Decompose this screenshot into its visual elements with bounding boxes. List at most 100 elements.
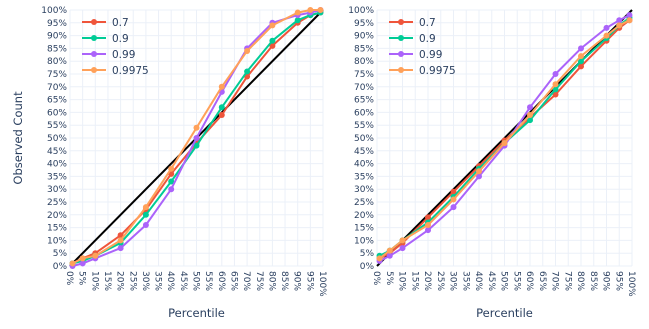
y-tick-label: 10% bbox=[47, 236, 67, 246]
chart-panel-left: 0%0%5%5%10%10%15%15%20%20%25%25%30%30%35… bbox=[11, 6, 327, 320]
data-point bbox=[552, 86, 559, 93]
data-point bbox=[218, 111, 225, 118]
data-point bbox=[527, 104, 533, 111]
y-tick-label: 100% bbox=[41, 6, 67, 16]
y-tick-label: 0% bbox=[360, 262, 375, 272]
data-point bbox=[218, 83, 225, 90]
legend: 0.7 0.9 0.99 0.9975 bbox=[82, 17, 149, 77]
data-point bbox=[79, 255, 86, 262]
x-tick-label: 35% bbox=[153, 271, 163, 291]
x-tick-label: 40% bbox=[165, 271, 175, 291]
y-tick-label: 30% bbox=[354, 185, 374, 195]
legend: 0.7 0.9 0.99 0.9975 bbox=[389, 17, 456, 77]
data-point bbox=[386, 247, 393, 254]
y-tick-label: 60% bbox=[47, 108, 67, 118]
legend-item[interactable]: 0.9975 bbox=[389, 65, 456, 77]
y-tick-label: 45% bbox=[47, 147, 67, 157]
y-tick-label: 40% bbox=[47, 160, 67, 170]
y-tick-label: 30% bbox=[47, 185, 67, 195]
y-tick-label: 65% bbox=[354, 96, 374, 106]
legend-swatch-marker bbox=[91, 67, 97, 73]
x-tick-label: 30% bbox=[448, 271, 458, 291]
data-point bbox=[476, 173, 482, 180]
data-point bbox=[168, 165, 175, 172]
legend-item[interactable]: 0.99 bbox=[389, 49, 442, 61]
y-tick-label: 15% bbox=[354, 224, 374, 234]
series-0.9975 bbox=[69, 7, 324, 267]
data-point bbox=[193, 142, 200, 149]
data-point bbox=[193, 135, 200, 141]
y-tick-label: 35% bbox=[47, 172, 67, 182]
y-tick-label: 90% bbox=[47, 32, 67, 42]
data-point bbox=[376, 255, 383, 262]
data-point bbox=[386, 252, 393, 259]
legend-swatch-marker bbox=[398, 51, 404, 57]
x-tick-label: 20% bbox=[422, 271, 432, 291]
x-tick-label: 10% bbox=[397, 271, 407, 291]
y-tick-label: 15% bbox=[47, 224, 67, 234]
x-tick-label: 0% bbox=[64, 271, 74, 286]
legend-swatch-marker bbox=[91, 51, 97, 57]
x-tick-label: 20% bbox=[115, 271, 125, 291]
x-tick-label: 70% bbox=[241, 271, 251, 291]
x-tick-label: 55% bbox=[511, 271, 521, 291]
data-point bbox=[218, 104, 225, 111]
legend-label: 0.9 bbox=[419, 33, 436, 45]
x-tick-label: 5% bbox=[384, 271, 394, 286]
x-tick-label: 85% bbox=[279, 271, 289, 291]
legend-item[interactable]: 0.7 bbox=[82, 17, 129, 29]
y-tick-label: 20% bbox=[354, 211, 374, 221]
data-point bbox=[317, 7, 324, 13]
x-tick-label: 90% bbox=[601, 271, 611, 291]
data-point bbox=[626, 12, 633, 19]
legend-swatch-marker bbox=[398, 35, 404, 41]
x-tick-label: 60% bbox=[524, 271, 534, 291]
data-point bbox=[117, 245, 124, 252]
legend-item[interactable]: 0.9975 bbox=[82, 65, 149, 77]
series-0.9975 bbox=[376, 17, 633, 262]
x-tick-label: 50% bbox=[499, 271, 509, 291]
y-tick-label: 95% bbox=[47, 19, 67, 29]
legend-label: 0.7 bbox=[419, 17, 436, 29]
y-tick-label: 90% bbox=[354, 32, 374, 42]
data-point bbox=[527, 117, 533, 124]
y-tick-label: 85% bbox=[47, 44, 67, 54]
x-axis-title: Percentile bbox=[168, 306, 225, 320]
chart-panel-right: 0%0%5%5%10%10%15%15%20%20%25%25%30%30%35… bbox=[348, 6, 636, 320]
legend-item[interactable]: 0.9 bbox=[389, 33, 436, 45]
legend-item[interactable]: 0.99 bbox=[82, 49, 135, 61]
legend-swatch-marker bbox=[91, 35, 97, 41]
data-point bbox=[603, 32, 610, 39]
y-tick-label: 45% bbox=[354, 147, 374, 157]
x-tick-label: 80% bbox=[266, 271, 276, 291]
data-point bbox=[269, 22, 276, 29]
data-point bbox=[552, 81, 559, 88]
x-tick-label: 25% bbox=[127, 271, 137, 291]
data-point bbox=[578, 58, 584, 65]
legend-label: 0.7 bbox=[112, 17, 129, 29]
x-tick-label: 15% bbox=[102, 271, 112, 291]
x-tick-label: 0% bbox=[371, 271, 381, 286]
x-tick-label: 30% bbox=[140, 271, 150, 291]
legend-label: 0.99 bbox=[419, 49, 442, 61]
data-point bbox=[450, 204, 457, 211]
y-tick-label: 70% bbox=[354, 83, 374, 93]
x-tick-label: 90% bbox=[292, 271, 302, 291]
data-point bbox=[399, 237, 406, 244]
x-tick-label: 100% bbox=[317, 271, 327, 297]
legend-item[interactable]: 0.7 bbox=[389, 17, 436, 29]
data-point bbox=[294, 17, 301, 24]
data-point bbox=[501, 140, 508, 147]
y-tick-label: 55% bbox=[354, 121, 374, 131]
data-point bbox=[168, 178, 175, 185]
x-tick-label: 5% bbox=[77, 271, 87, 286]
y-tick-label: 35% bbox=[354, 172, 374, 182]
data-point bbox=[578, 63, 584, 70]
legend-item[interactable]: 0.9 bbox=[82, 33, 129, 45]
y-tick-label: 5% bbox=[53, 249, 68, 259]
data-point bbox=[399, 245, 406, 252]
y-tick-label: 0% bbox=[53, 262, 68, 272]
data-point bbox=[476, 168, 482, 175]
x-tick-label: 70% bbox=[550, 271, 560, 291]
